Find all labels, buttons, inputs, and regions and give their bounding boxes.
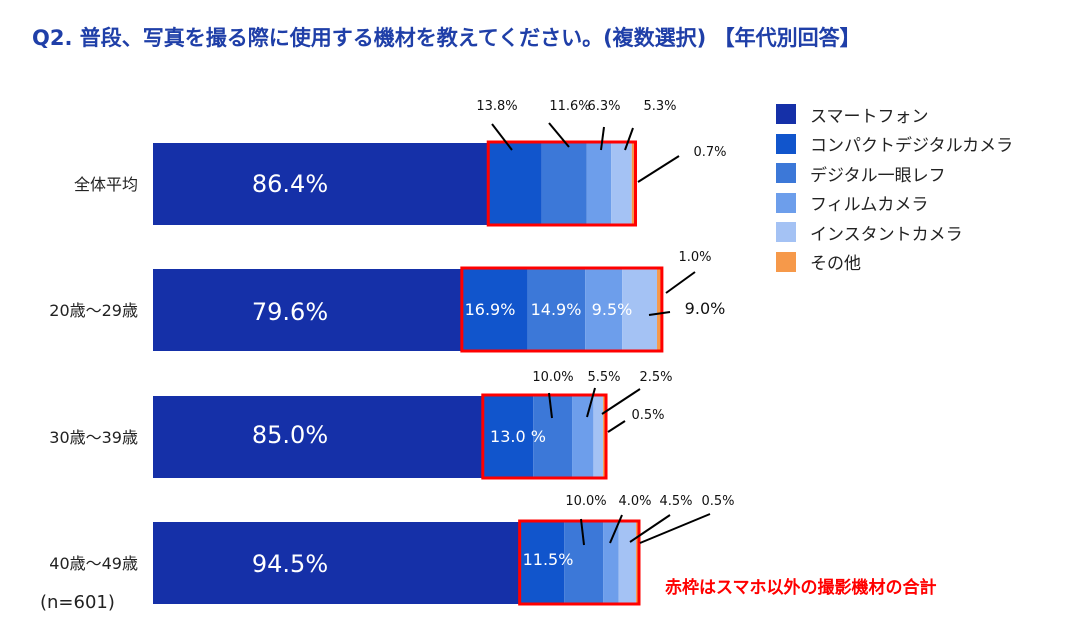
data-label: 4.0% <box>618 494 651 509</box>
data-label: 5.3% <box>643 99 676 114</box>
leader-line <box>548 122 570 148</box>
data-label: 11.5% <box>523 550 574 569</box>
leader-line <box>637 155 680 183</box>
bar-segment <box>153 522 520 604</box>
legend-swatch <box>776 163 796 184</box>
legend-label: インスタントカメラ <box>810 224 963 245</box>
bar-segment <box>603 396 606 478</box>
data-label: 0.5% <box>701 494 734 509</box>
bar-segment <box>593 396 604 478</box>
data-label: 79.6% <box>252 298 328 326</box>
legend-label: その他 <box>810 254 861 275</box>
data-label: 9.0% <box>685 299 726 318</box>
legend-swatch <box>776 192 796 213</box>
leader-line <box>580 518 585 546</box>
legend-item: その他 <box>776 243 1013 282</box>
data-label: 86.4% <box>252 170 328 198</box>
category-label: 全体平均 <box>74 175 138 194</box>
data-label: 9.5% <box>592 300 633 319</box>
category-label: 40歳～49歳 <box>49 554 138 573</box>
data-label: 85.0% <box>252 421 328 449</box>
bar-segment <box>611 143 632 225</box>
data-label: 0.7% <box>693 145 726 160</box>
data-label: 6.3% <box>587 99 620 114</box>
data-label: 94.5% <box>252 550 328 578</box>
data-label: 11.6% <box>549 99 590 114</box>
legend-item: コンパクトデジタルカメラ <box>776 125 1013 164</box>
data-label: 16.9% <box>465 300 516 319</box>
bar-segment <box>533 396 573 478</box>
data-label: 13.8% <box>476 99 517 114</box>
category-label: 30歳～39歳 <box>49 428 138 447</box>
bar-segment <box>153 396 483 478</box>
leader-line <box>648 311 671 316</box>
legend-swatch <box>776 104 796 125</box>
data-label: 0.5% <box>631 408 664 423</box>
data-label: 2.5% <box>639 370 672 385</box>
chart-title: Q2. 普段、写真を撮る際に使用する機材を教えてください。(複数選択) 【年代別… <box>32 26 861 50</box>
category-label: 20歳～29歳 <box>49 301 138 320</box>
leader-line <box>601 388 641 415</box>
leader-line <box>491 123 513 151</box>
legend-label: デジタル一眼レフ <box>810 165 946 186</box>
data-label: 4.5% <box>659 494 692 509</box>
bar-segment <box>586 143 612 225</box>
data-label: 1.0% <box>678 250 711 265</box>
legend-item: スマートフォン <box>776 95 1013 134</box>
leader-line <box>600 126 605 151</box>
data-label: 5.5% <box>587 370 620 385</box>
leader-line <box>607 420 626 433</box>
legend-label: スマートフォン <box>810 106 929 127</box>
leader-line <box>665 271 696 294</box>
legend-swatch <box>776 222 796 243</box>
legend-item: インスタントカメラ <box>776 213 1013 252</box>
bar-segment <box>541 143 587 225</box>
highlight-box <box>460 266 664 353</box>
bar-segment <box>585 269 623 351</box>
bar-segment <box>153 269 462 351</box>
leader-line <box>609 514 623 544</box>
bar-segment <box>488 143 542 225</box>
bar-segment <box>657 269 661 351</box>
legend-swatch <box>776 251 796 272</box>
data-label: 13.0 % <box>490 427 546 446</box>
leader-line <box>586 387 596 418</box>
bar-segment <box>482 396 534 478</box>
data-label: 10.0% <box>532 370 573 385</box>
legend: スマートフォンコンパクトデジタルカメラ デジタル一眼レフ フィルムカメラインスタント… <box>776 95 1013 281</box>
highlight-box <box>481 393 608 480</box>
bar-segment <box>636 522 638 604</box>
bar-segment <box>618 522 637 604</box>
highlight-note: 赤枠はスマホ以外の撮影機材の合計 <box>665 578 937 598</box>
legend-label: フィルムカメラ <box>810 195 929 216</box>
leader-line <box>624 127 634 151</box>
data-label: 14.9% <box>531 300 582 319</box>
leader-line <box>629 514 671 543</box>
highlight-box <box>518 519 641 606</box>
legend-item: フィルムカメラ <box>776 184 1013 223</box>
bar-segment <box>603 522 619 604</box>
sample-size: (n=601) <box>40 592 115 613</box>
leader-line <box>548 392 553 419</box>
data-label: 10.0% <box>565 494 606 509</box>
bar-segment <box>622 269 658 351</box>
bar-segment <box>461 269 528 351</box>
bar-segment <box>631 143 635 225</box>
highlight-box <box>486 140 638 227</box>
bar-segment <box>519 522 565 604</box>
legend-item: デジタル一眼レフ <box>776 154 1013 193</box>
legend-label: コンパクトデジタルカメラ <box>810 136 1014 157</box>
bar-segment <box>153 143 489 225</box>
legend-swatch <box>776 133 796 154</box>
leader-line <box>639 513 711 544</box>
bar-segment <box>527 269 586 351</box>
